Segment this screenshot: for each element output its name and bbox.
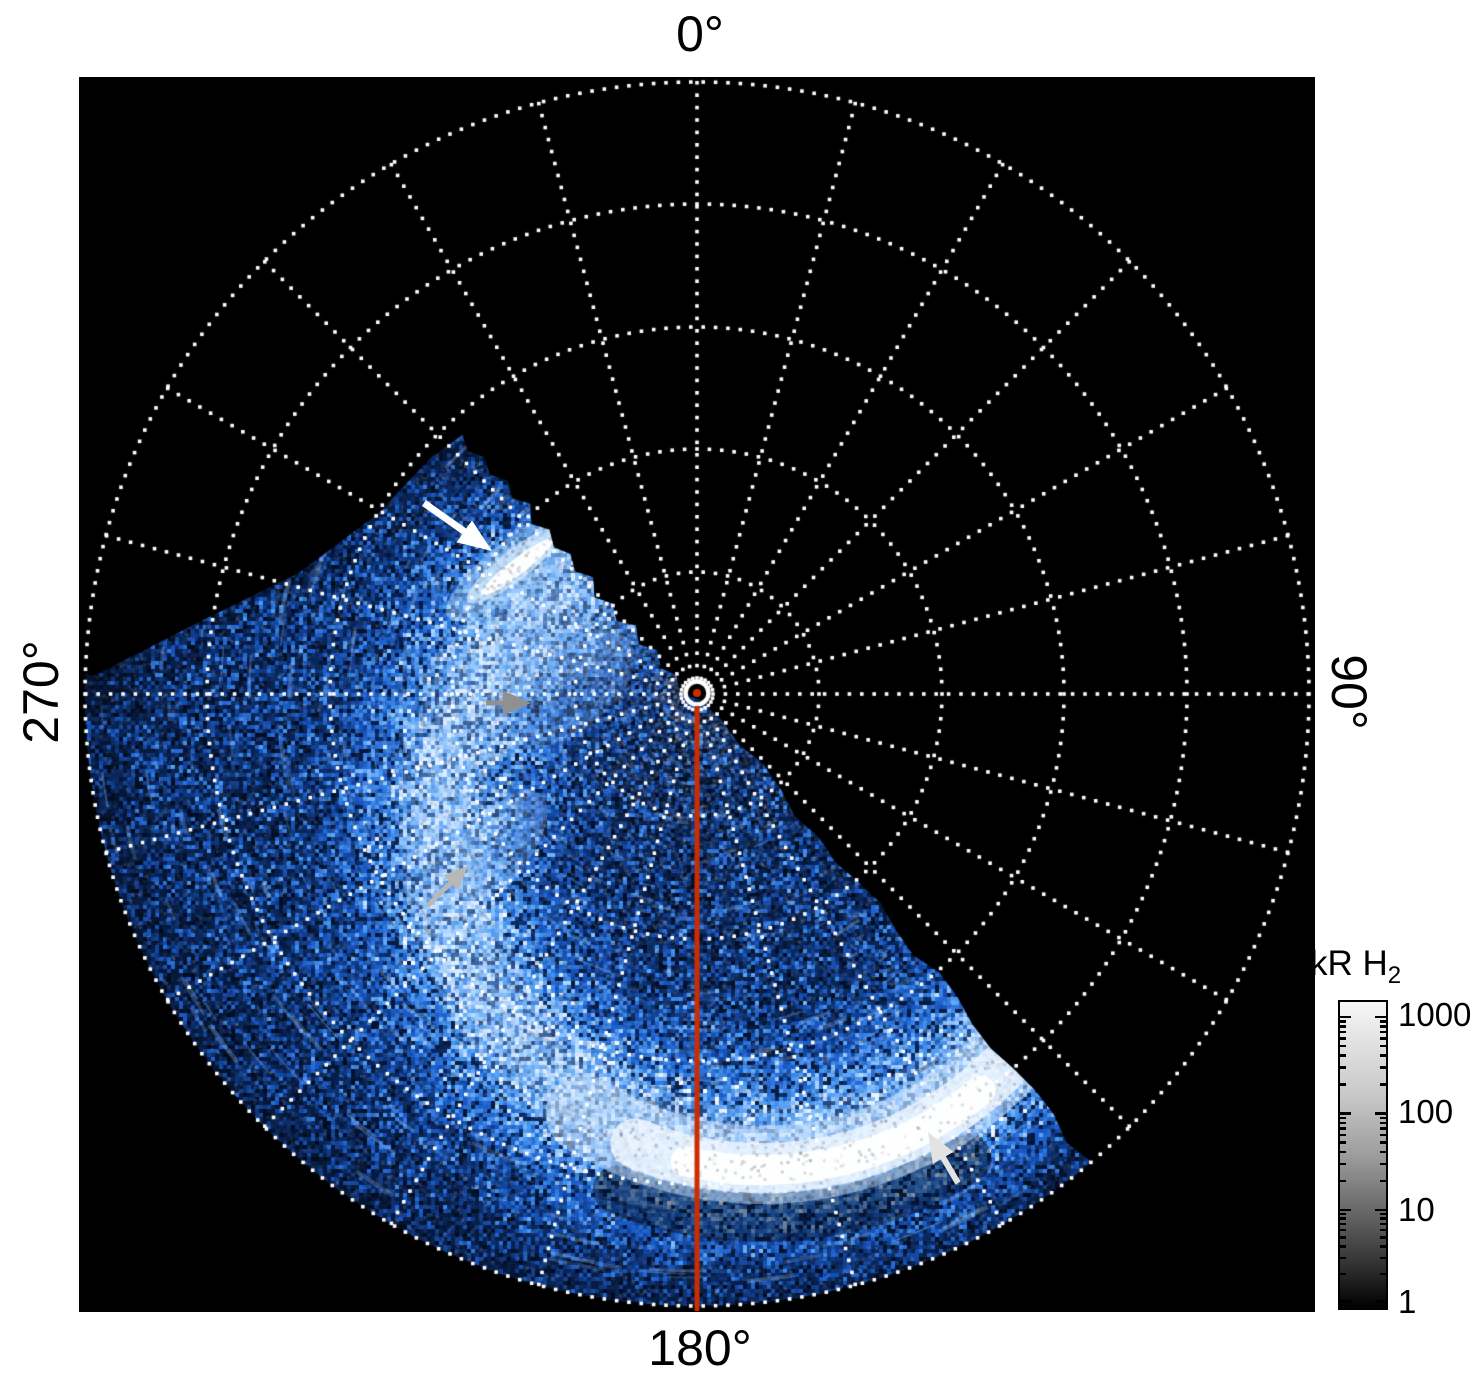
colorbar-major-tick (1375, 1015, 1386, 1019)
colorbar-major-tick (1340, 1208, 1351, 1212)
colorbar-minor-tick (1380, 1272, 1386, 1276)
colorbar-title: kR H2 (1310, 944, 1402, 989)
colorbar-minor-tick (1340, 1121, 1346, 1124)
colorbar-tick-1000: 1000 (1398, 996, 1472, 1033)
colorbar-minor-tick (1380, 1127, 1386, 1130)
colorbar-minor-tick (1340, 1127, 1346, 1130)
colorbar-minor-tick (1340, 1150, 1346, 1154)
angle-label-0: 0° (676, 6, 724, 62)
colorbar-minor-tick (1340, 1162, 1346, 1166)
colorbar (1338, 1000, 1388, 1310)
colorbar-minor-tick (1340, 1236, 1346, 1239)
colorbar-minor-tick (1340, 1179, 1346, 1183)
colorbar-minor-tick (1340, 1228, 1346, 1232)
colorbar-minor-tick (1380, 1222, 1386, 1226)
colorbar-minor-tick (1340, 1066, 1346, 1069)
colorbar-minor-tick (1380, 1116, 1386, 1120)
colorbar-major-tick (1375, 1208, 1386, 1212)
colorbar-major-tick (1340, 1015, 1351, 1019)
colorbar-minor-tick (1380, 1044, 1386, 1048)
angle-label-270: 270° (13, 640, 69, 744)
colorbar-major-tick (1375, 1112, 1386, 1115)
colorbar-minor-tick (1340, 1217, 1346, 1220)
colorbar-minor-tick (1380, 1054, 1386, 1057)
colorbar-minor-tick (1380, 1030, 1386, 1034)
colorbar-minor-tick (1380, 1256, 1386, 1260)
colorbar-tick-1: 1 (1398, 1283, 1417, 1320)
colorbar-minor-tick (1340, 1133, 1346, 1137)
colorbar-minor-tick (1340, 1030, 1346, 1034)
colorbar-minor-tick (1380, 1121, 1386, 1124)
colorbar-tick-10: 10 (1398, 1191, 1435, 1228)
colorbar-minor-tick (1380, 1020, 1386, 1023)
colorbar-tick-100: 100 (1398, 1093, 1454, 1130)
colorbar-minor-tick (1380, 1133, 1386, 1137)
colorbar-minor-tick (1380, 1245, 1386, 1248)
colorbar-minor-tick (1340, 1272, 1346, 1276)
colorbar-minor-tick (1380, 1025, 1386, 1028)
colorbar-minor-tick (1340, 1083, 1346, 1086)
colorbar-minor-tick (1380, 1162, 1386, 1166)
colorbar-major-tick (1340, 1112, 1351, 1115)
colorbar-minor-tick (1340, 1044, 1346, 1048)
colorbar-minor-tick (1380, 1212, 1386, 1216)
colorbar-minor-tick (1380, 1141, 1386, 1144)
colorbar-minor-tick (1340, 1212, 1346, 1216)
colorbar-major-tick (1340, 1300, 1351, 1303)
colorbar-minor-tick (1340, 1245, 1346, 1248)
colorbar-minor-tick (1380, 1066, 1386, 1069)
colorbar-minor-tick (1340, 1025, 1346, 1028)
colorbar-minor-tick (1340, 1222, 1346, 1226)
colorbar-minor-tick (1380, 1236, 1386, 1239)
colorbar-major-tick (1375, 1300, 1386, 1303)
colorbar-minor-tick (1380, 1228, 1386, 1232)
colorbar-minor-tick (1340, 1141, 1346, 1144)
colorbar-minor-tick (1340, 1116, 1346, 1120)
aurora-polar-image (79, 77, 1315, 1312)
colorbar-minor-tick (1380, 1150, 1386, 1154)
colorbar-minor-tick (1340, 1054, 1346, 1057)
angle-label-180: 180° (648, 1320, 752, 1376)
colorbar-minor-tick (1340, 1256, 1346, 1260)
colorbar-minor-tick (1340, 1037, 1346, 1040)
colorbar-minor-tick (1340, 1020, 1346, 1023)
colorbar-minor-tick (1380, 1037, 1386, 1040)
colorbar-minor-tick (1380, 1217, 1386, 1220)
angle-label-90: 90° (1321, 654, 1377, 730)
colorbar-minor-tick (1380, 1083, 1386, 1086)
colorbar-minor-tick (1380, 1179, 1386, 1183)
